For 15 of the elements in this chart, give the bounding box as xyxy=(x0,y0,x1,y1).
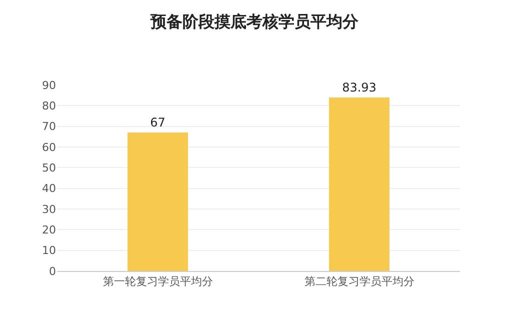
y-tick-label: 40 xyxy=(42,182,56,196)
y-tick-label: 80 xyxy=(42,100,56,113)
y-tick-label: 30 xyxy=(42,202,56,216)
y-tick-label: 10 xyxy=(42,244,56,258)
y-tick-label: 50 xyxy=(42,162,56,175)
chart-title: 预备阶段摸底考核学员平均分 xyxy=(150,12,360,31)
y-tick-label: 70 xyxy=(42,120,56,134)
y-tick-label: 20 xyxy=(42,224,56,237)
y-tick-label: 60 xyxy=(42,140,56,154)
data-label: 83.93 xyxy=(342,80,376,95)
x-tick-label: 第一轮复习学员平均分 xyxy=(102,275,213,288)
x-tick-label: 第二轮复习学员平均分 xyxy=(304,275,414,288)
y-tick-label: 90 xyxy=(42,78,56,92)
y-tick-label: 0 xyxy=(49,264,56,278)
data-label: 67 xyxy=(150,116,166,130)
